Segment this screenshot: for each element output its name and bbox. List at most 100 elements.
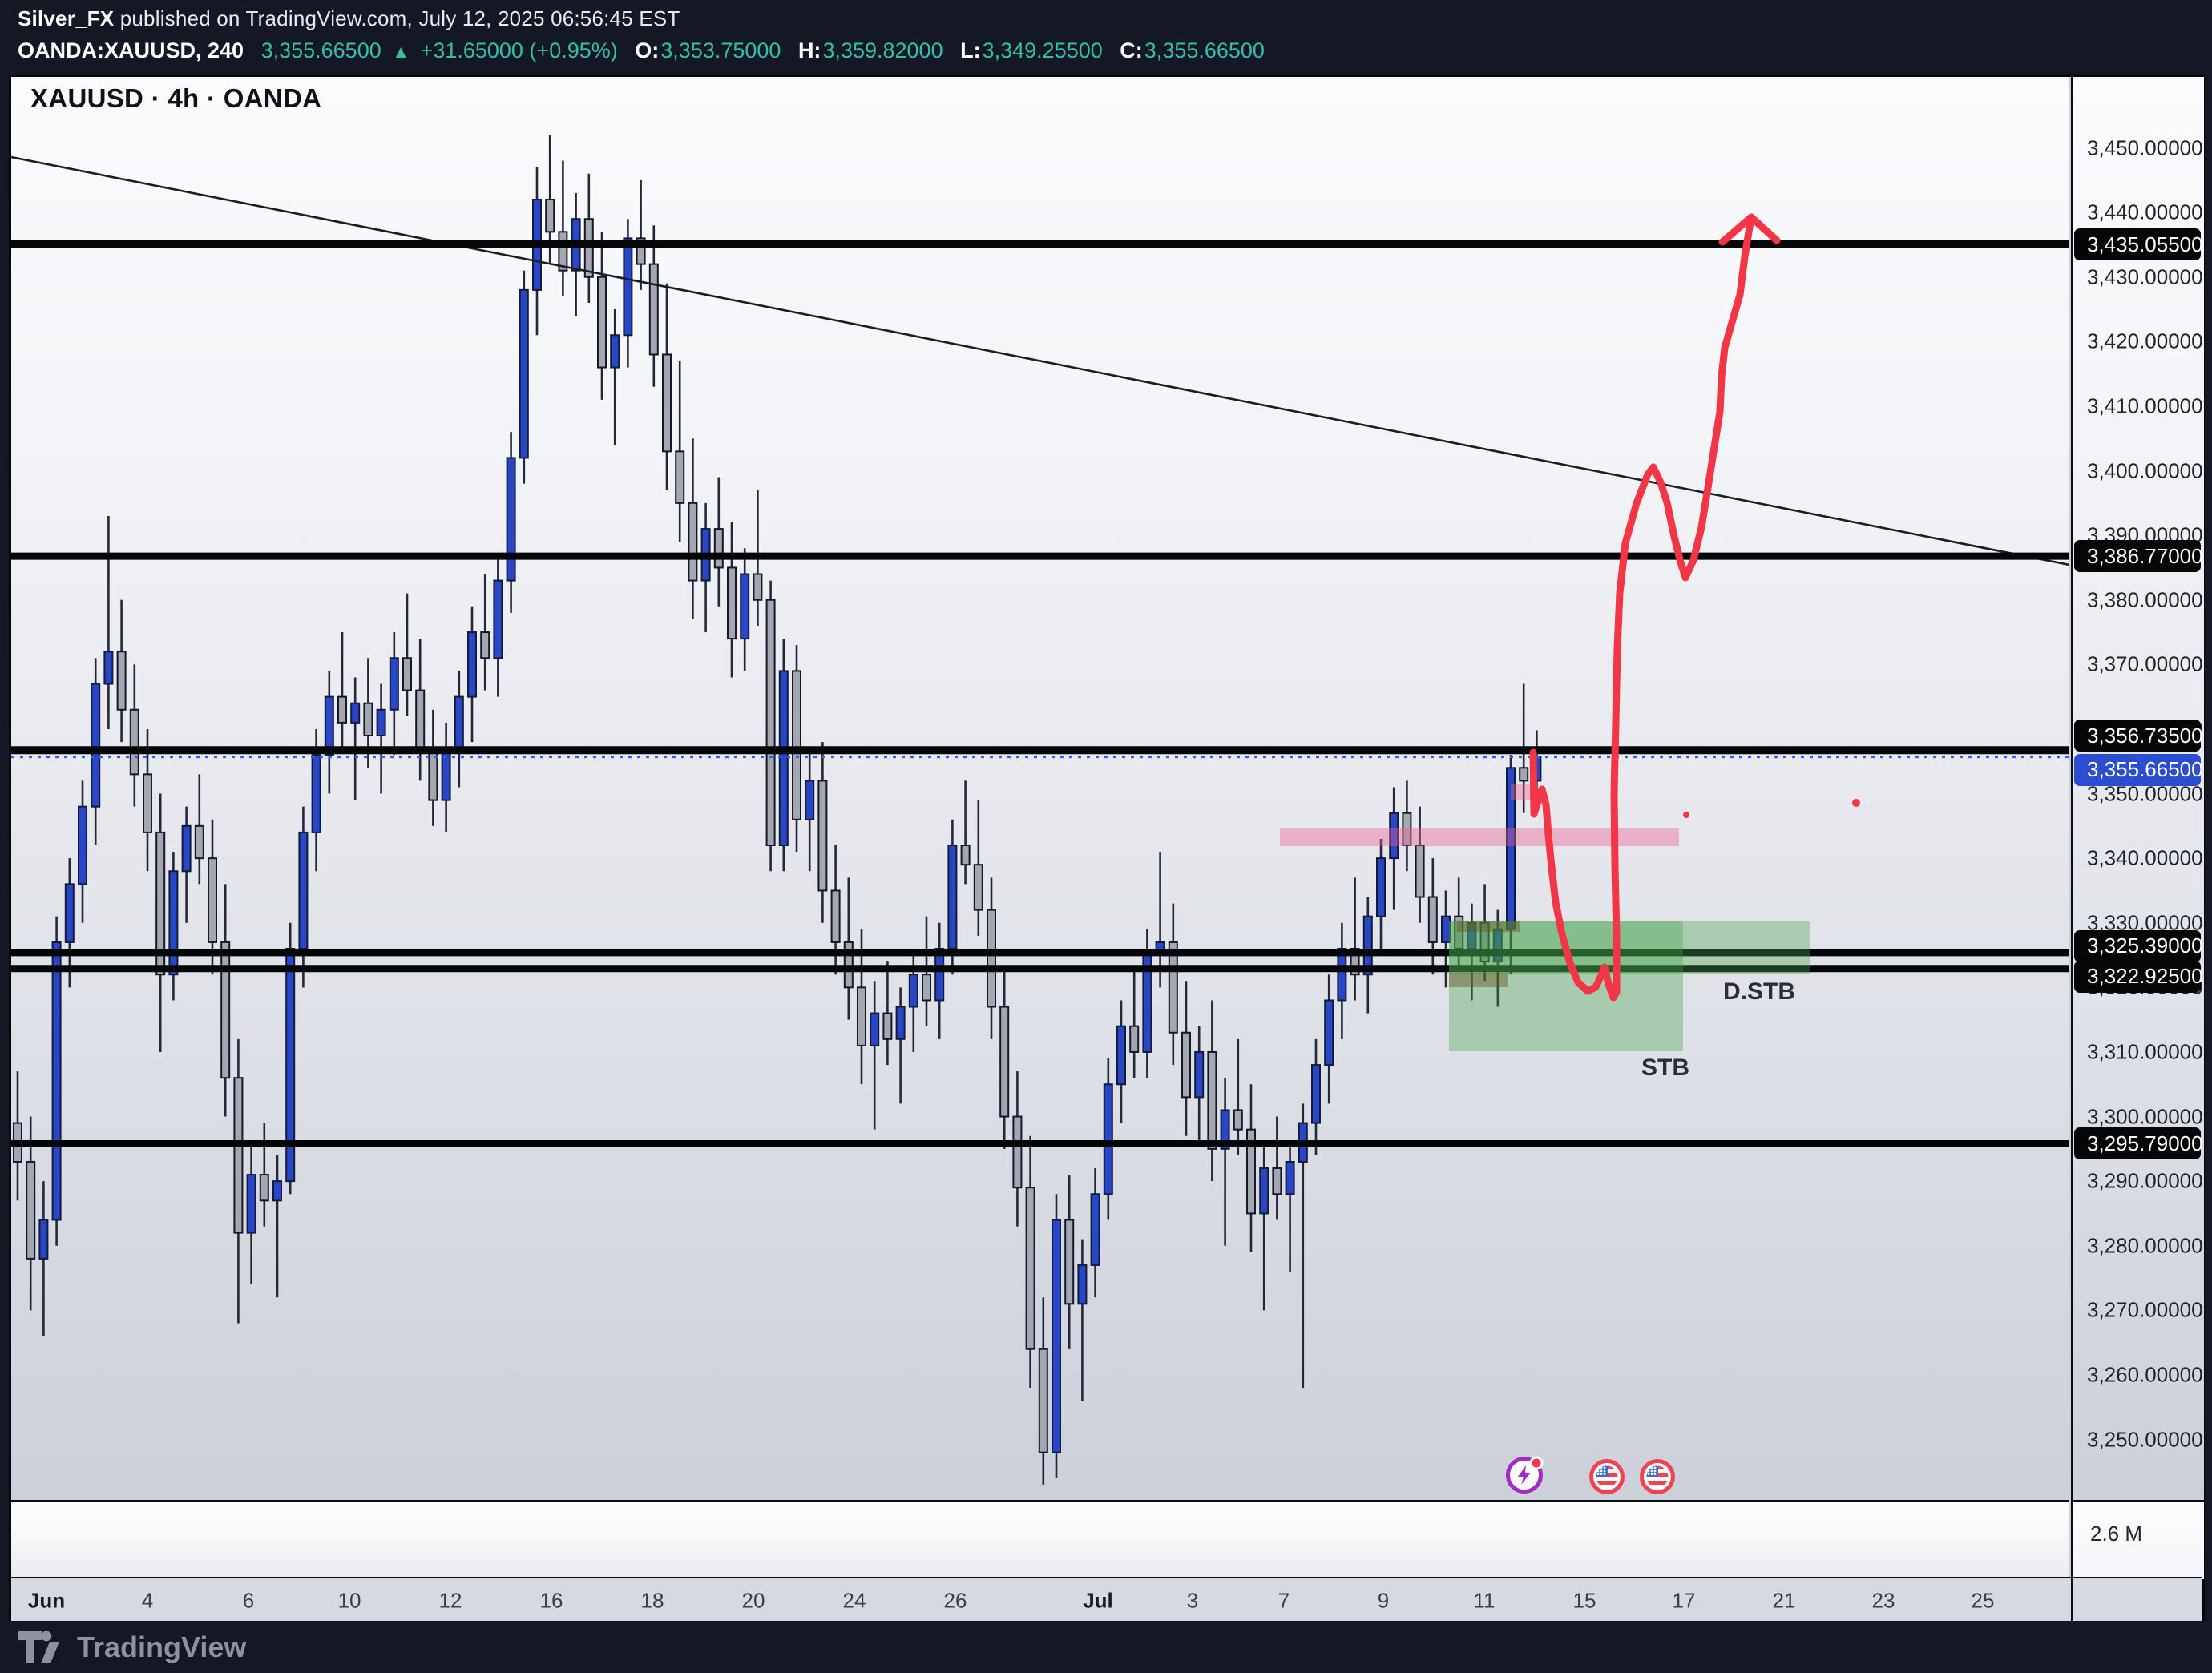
- snapshot-footer: TradingView: [0, 1621, 2212, 1673]
- candle-up: [1389, 812, 1399, 860]
- candle-up: [324, 695, 334, 756]
- candle-up: [1506, 767, 1516, 930]
- candle-up: [1311, 1064, 1321, 1124]
- level-price-badge: 3,322.92500: [2074, 960, 2203, 993]
- level-price-badge: 3,295.79000: [2074, 1127, 2203, 1160]
- price-tick-label: 3,310.00000: [2087, 1039, 2203, 1064]
- candle-down: [402, 657, 412, 691]
- stb-box-label: STB: [1641, 1054, 1689, 1081]
- candle-down: [116, 651, 127, 711]
- candle-down: [155, 831, 166, 976]
- candle-up: [1362, 915, 1373, 976]
- candle-down: [960, 845, 971, 866]
- candle-down: [143, 773, 152, 833]
- candle-up: [1090, 1193, 1100, 1266]
- candle-down: [1168, 941, 1178, 1034]
- price-tick-label: 3,420.00000: [2087, 329, 2203, 353]
- time-tick-label: 16: [539, 1588, 563, 1612]
- time-tick-label: 17: [1672, 1588, 1696, 1612]
- dstb-box[interactable]: [1449, 921, 1810, 974]
- us-flag-event-icon[interactable]: [1640, 1459, 1675, 1494]
- price-tick-label: 3,380.00000: [2087, 587, 2203, 612]
- lightning-event-icon[interactable]: [1506, 1456, 1544, 1494]
- candle-down: [999, 1006, 1010, 1118]
- candle-up: [1467, 921, 1477, 949]
- time-axis[interactable]: Jun 4 6 10 12 16 18 20 24 26 Jul 3 7 9 11 15 17 21 23 25: [11, 1577, 2202, 1623]
- candle-down: [1427, 896, 1438, 943]
- pink-box[interactable]: [1280, 828, 1679, 846]
- candle-up: [519, 288, 529, 459]
- candle-up: [740, 573, 750, 640]
- candle-down: [129, 708, 139, 776]
- candle-down: [675, 450, 685, 504]
- candle-down: [233, 1077, 244, 1234]
- candle-up: [103, 651, 114, 685]
- price-tick-label: 3,340.00000: [2087, 845, 2203, 870]
- candle-down: [973, 864, 983, 911]
- candle-down: [1479, 921, 1490, 963]
- pane-title: XAUUSD · 4h · OANDA: [30, 83, 322, 113]
- tradingview-logo-text: TradingView: [77, 1631, 247, 1663]
- candle-down: [753, 573, 763, 601]
- dstb-box-label: D.STB: [1723, 978, 1795, 1005]
- price-tick-label: 3,400.00000: [2087, 458, 2203, 483]
- candle-up: [1103, 1083, 1113, 1195]
- red-projection-path[interactable]: [1529, 213, 1755, 1002]
- candle-down: [817, 780, 828, 892]
- candle-down: [1064, 1219, 1075, 1305]
- snapshot-header: Silver_FX published on TradingView.com, …: [0, 0, 2212, 77]
- price-pane[interactable]: D.STB STB XAUUSD · 4h · OANDA: [11, 77, 2069, 1500]
- axis-divider: [2071, 1577, 2073, 1621]
- candle-down: [727, 566, 737, 640]
- candle-up: [1116, 1025, 1126, 1086]
- candle-up: [1052, 1219, 1061, 1453]
- candle-down: [1181, 1031, 1191, 1099]
- candle-up: [908, 974, 918, 1008]
- pink-box-small[interactable]: [1511, 784, 1531, 800]
- candle-down: [1207, 1050, 1217, 1150]
- price-tick-label: 3,290.00000: [2087, 1168, 2203, 1193]
- symbol-ohlc-line: OANDA:XAUUSD, 240 3,355.66500 ▲ +31.6500…: [18, 38, 1276, 63]
- time-tick-label: 21: [1772, 1588, 1796, 1612]
- candle-down: [830, 889, 841, 943]
- volume-pane[interactable]: [11, 1500, 2069, 1579]
- candle-up: [870, 1012, 880, 1046]
- tan-box-1[interactable]: [1457, 921, 1520, 932]
- time-tick-label: 24: [842, 1588, 866, 1612]
- candle-down: [363, 702, 373, 737]
- author-name: Silver_FX: [18, 6, 115, 30]
- time-tick-label: 9: [1377, 1588, 1390, 1612]
- price-scale[interactable]: USD 3,450.000003,440.000003,430.000003,4…: [2071, 77, 2204, 1500]
- tradingview-logo[interactable]: TradingView: [18, 1631, 246, 1664]
- time-tick-label: 23: [1871, 1588, 1895, 1612]
- candle-down: [662, 353, 672, 453]
- candle-up: [38, 1219, 49, 1260]
- time-tick-label: 6: [242, 1588, 255, 1612]
- candle-down: [713, 528, 724, 569]
- high-label: H:: [797, 38, 821, 62]
- price-tick-label: 3,280.00000: [2087, 1233, 2203, 1258]
- red-arrowhead: [1718, 213, 1781, 246]
- level-price-badge: 3,435.05500: [2074, 228, 2203, 260]
- candle-down: [1012, 1115, 1023, 1189]
- trendline[interactable]: [11, 155, 2069, 566]
- candle-down: [26, 1160, 36, 1260]
- candle-up: [1194, 1050, 1205, 1099]
- candle-down: [1038, 1348, 1048, 1453]
- candle-up: [610, 334, 620, 369]
- last-price: 3,355.66500: [260, 38, 381, 62]
- candle-down: [259, 1174, 269, 1202]
- candle-up: [389, 657, 399, 711]
- candle-down: [636, 237, 646, 265]
- price-tick-label: 3,450.00000: [2087, 135, 2203, 160]
- candlestick-chart[interactable]: D.STB STB: [11, 77, 2069, 1500]
- candle-down: [337, 695, 347, 724]
- us-flag-event-icon[interactable]: [1589, 1459, 1625, 1494]
- price-tick-label: 3,440.00000: [2087, 200, 2203, 224]
- low-label: L:: [960, 38, 981, 62]
- candle-up: [1492, 928, 1503, 963]
- tan-box-2[interactable]: [1449, 973, 1508, 987]
- candle-down: [220, 941, 231, 1079]
- candle-up: [506, 457, 516, 582]
